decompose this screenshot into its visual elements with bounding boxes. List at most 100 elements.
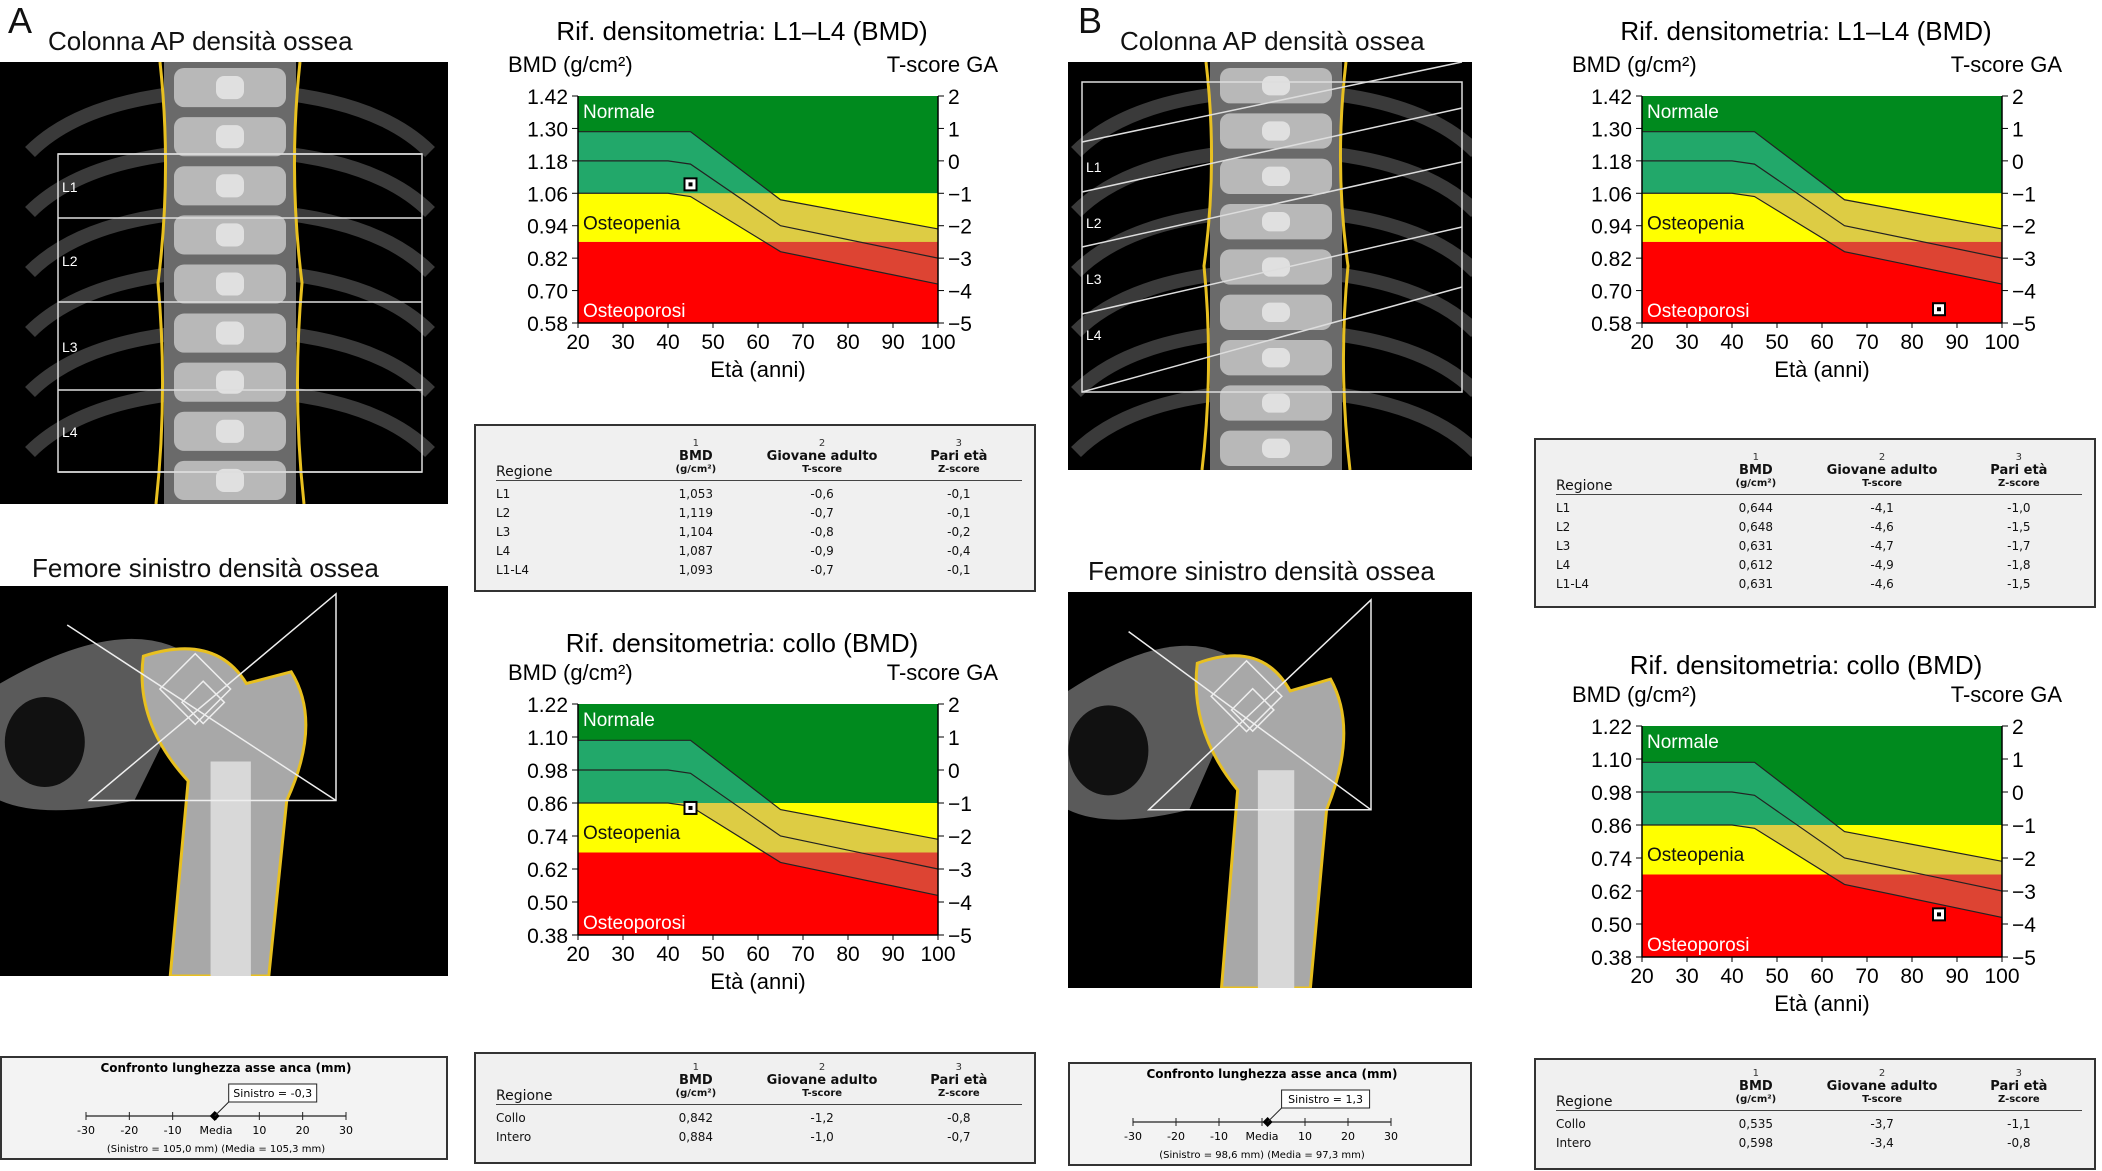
x-tick-label: 20 <box>1630 965 1653 988</box>
x-tick-label: 60 <box>1810 331 1833 354</box>
bmd-cell: 1,087 <box>678 544 714 558</box>
x-tick-label: 80 <box>836 331 859 354</box>
axis-tick-label: 20 <box>1341 1130 1355 1143</box>
x-tick-label: 40 <box>1720 331 1743 354</box>
lumbar-results-table: Regione 1 BMD (g/cm²) 2 Giovane adulto T-score… <box>474 424 1036 592</box>
y-tick-label: 1.18 <box>527 151 568 174</box>
reference-mean-line <box>578 160 939 259</box>
axis-comparison-title: Confronto lunghezza asse anca (mm) <box>100 1061 351 1075</box>
axis-tick-label: 30 <box>339 1124 353 1137</box>
y2-tick-label: 2 <box>948 86 960 109</box>
panel-letter: A <box>8 0 33 41</box>
bmd-cell: 1,119 <box>678 506 714 520</box>
t-score-cell: -0,8 <box>810 525 834 539</box>
region-header: Regione <box>1556 1094 1613 1110</box>
x-tick-label: 50 <box>701 943 724 966</box>
reference-mean-line <box>1642 791 2003 892</box>
t-score-cell: -0,6 <box>810 487 834 501</box>
y2-tick-label: 0 <box>948 151 960 174</box>
y-tick-label: 0.50 <box>1591 914 1632 937</box>
marker-label-box <box>228 1083 318 1103</box>
y-tick-label: 0.98 <box>1591 782 1632 805</box>
neck-results-table: Regione 1 BMD (g/cm²) 2 Giovane adulto T-score… <box>474 1052 1036 1164</box>
z-score-cell: -0,7 <box>947 1130 971 1144</box>
x-tick-label: 100 <box>920 943 955 966</box>
column-header: 1 BMD (g/cm²) <box>1735 452 1777 489</box>
zone-label: Normale <box>583 710 655 731</box>
vertebra-label: L3 <box>1086 271 1102 287</box>
spine-scan-image: L1 L2 L3 L4 <box>1068 62 1472 470</box>
column-header: 2 Giovane adulto T-score <box>766 1062 878 1099</box>
axis-tick-label: -20 <box>1167 1130 1185 1143</box>
roi-box <box>1081 81 1463 393</box>
bmd-cell: 0,648 <box>1738 520 1774 534</box>
y2-tick-label: −2 <box>2012 216 2036 239</box>
axis-footer: (Sinistro = 98,6 mm) (Media = 97,3 mm) <box>1159 1150 1365 1161</box>
y-tick-label: 1.10 <box>1591 749 1632 772</box>
x-tick-label: 100 <box>1984 331 2019 354</box>
table-row: L2 1,119 -0,7 -0,1 <box>496 504 1022 523</box>
axis-tick-label: -20 <box>120 1124 138 1137</box>
y2-tick-label: −3 <box>2012 881 2036 904</box>
x-tick-label: 30 <box>1675 331 1698 354</box>
x-tick-label: 100 <box>1984 965 2019 988</box>
z-score-cell: -1,7 <box>2007 539 2031 553</box>
t-score-cell: -0,9 <box>810 544 834 558</box>
vertebra-label: L1 <box>62 179 78 195</box>
x-tick-label: 40 <box>656 943 679 966</box>
marker-label: Sinistro = 1,3 <box>1288 1093 1363 1106</box>
z-score-cell: -0,8 <box>947 1111 971 1125</box>
marker-label: Sinistro = -0,3 <box>233 1087 312 1100</box>
bone-outline <box>1200 62 1214 470</box>
femur-title: Femore sinistro densità ossea <box>1088 556 1435 586</box>
y2-axis-label: T-score GA <box>887 660 999 685</box>
zone-label: Osteopenia <box>583 823 681 844</box>
axis-tick-label: -10 <box>164 1124 182 1137</box>
region-cell: Collo <box>1556 1117 1586 1131</box>
bone-outline <box>154 62 168 504</box>
y2-tick-label: −2 <box>2012 848 2036 871</box>
x-tick-label: 50 <box>701 331 724 354</box>
region-header: Regione <box>496 1088 553 1104</box>
region-cell: L4 <box>496 544 511 558</box>
lumbar-bmd-chart: Rif. densitometria: L1–L4 (BMD) BMD (g/cm… <box>1534 0 2064 420</box>
region-cell: L1-L4 <box>496 563 529 577</box>
bmd-cell: 1,093 <box>678 563 714 577</box>
zone-label: Osteoporosi <box>1647 301 1749 322</box>
y-tick-label: 1.42 <box>1591 86 1632 109</box>
y2-tick-label: 0 <box>2012 782 2024 805</box>
y-axis-label: BMD (g/cm²) <box>508 52 633 77</box>
region-cell: L1 <box>1556 501 1571 515</box>
y-tick-label: 0.50 <box>527 892 568 915</box>
zone-label: Normale <box>1647 732 1719 753</box>
t-score-cell: -4,1 <box>1870 501 1894 515</box>
vertebra-label: L1 <box>1086 159 1102 175</box>
bmd-cell: 0,612 <box>1738 558 1774 572</box>
x-tick-label: 20 <box>1630 331 1653 354</box>
y-tick-label: 0.86 <box>1591 815 1632 838</box>
axis-tick-label: -30 <box>77 1124 95 1137</box>
t-score-cell: -0,7 <box>810 563 834 577</box>
y-tick-label: 1.06 <box>1591 183 1632 206</box>
y-axis-label: BMD (g/cm²) <box>508 660 633 685</box>
y2-tick-label: −5 <box>2012 947 2036 970</box>
reference-lower-line <box>1642 192 2003 285</box>
table-row: L1 1,053 -0,6 -0,1 <box>496 485 1022 504</box>
z-score-cell: -1,8 <box>2007 558 2031 572</box>
y-tick-label: 0.94 <box>1591 216 1632 239</box>
column-header: 2 Giovane adulto T-score <box>1826 452 1938 489</box>
chart-title: Rif. densitometria: L1–L4 (BMD) <box>1620 16 1991 46</box>
x-tick-label: 80 <box>1900 965 1923 988</box>
zone-label: Normale <box>1647 102 1719 123</box>
y2-tick-label: −2 <box>948 826 972 849</box>
bone-outline <box>1338 62 1352 470</box>
z-score-cell: -0,4 <box>947 544 971 558</box>
x-tick-label: 90 <box>881 943 904 966</box>
bmd-cell: 1,053 <box>678 487 714 501</box>
chart-title: Rif. densitometria: collo (BMD) <box>1630 650 1983 680</box>
z-score-cell: -0,2 <box>947 525 971 539</box>
femur-title: Femore sinistro densità ossea <box>32 553 379 583</box>
x-axis-label: Età (anni) <box>1774 991 1869 1016</box>
axis-tick-label: Media <box>199 1124 232 1137</box>
marker-label-box <box>1281 1089 1371 1109</box>
